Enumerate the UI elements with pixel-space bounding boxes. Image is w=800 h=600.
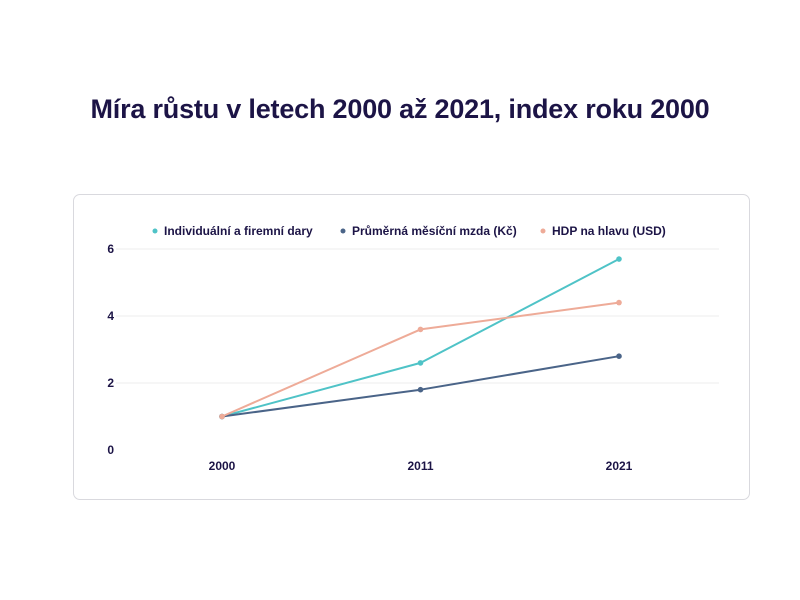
legend-label[interactable]: Průměrná měsíční mzda (Kč) [352,224,517,238]
line-chart: 0 2 4 6 2000 2011 2021 Individuální a firemní… [107,224,719,473]
legend-label[interactable]: Individuální a firemní dary [164,224,313,238]
legend: Individuální a firemní dary Průměrná měsí… [152,224,666,238]
series-line-1 [221,258,620,418]
chart-card: 0 2 4 6 2000 2011 2021 Individuální a firemní… [73,194,750,500]
legend-marker [152,228,158,234]
data-point[interactable] [616,256,622,262]
grid-lines [116,248,719,384]
data-point[interactable] [219,413,225,420]
y-tick-label: 2 [107,376,114,390]
series-lines [219,256,622,420]
x-tick-label: 2021 [606,459,633,473]
y-tick-label: 0 [107,443,114,457]
y-tick-label: 4 [107,309,114,323]
y-tick-label: 6 [107,242,114,256]
x-tick-label: 2000 [209,459,236,473]
legend-marker [340,228,346,234]
data-point[interactable] [417,326,424,333]
legend-label[interactable]: HDP na hlavu (USD) [552,224,666,238]
data-point[interactable] [417,360,424,366]
x-axis-ticks: 2000 2011 2021 [209,459,633,473]
y-axis-ticks: 0 2 4 6 [107,242,114,457]
data-point[interactable] [616,299,622,306]
x-tick-label: 2011 [407,459,433,473]
data-point[interactable] [616,353,622,359]
legend-marker [540,228,546,234]
data-point[interactable] [417,386,424,393]
page-title: Míra růstu v letech 2000 až 2021, index … [90,94,710,124]
